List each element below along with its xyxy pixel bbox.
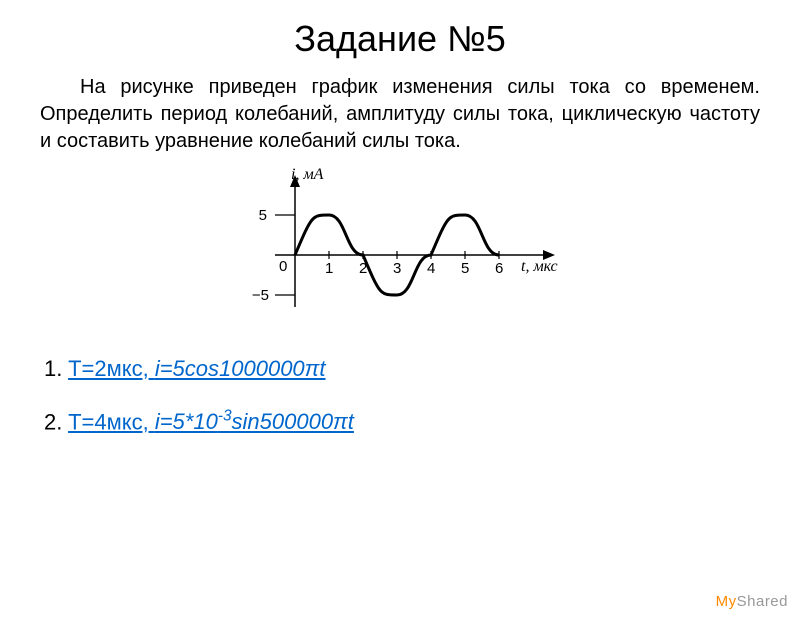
- svg-text:4: 4: [427, 260, 435, 277]
- watermark-shared: Shared: [737, 593, 788, 610]
- svg-text:1: 1: [325, 260, 333, 277]
- y-tick-label-5: 5: [259, 207, 267, 224]
- svg-text:6: 6: [495, 260, 503, 277]
- origin-label: 0: [279, 258, 287, 275]
- watermark: MyShared: [716, 593, 788, 610]
- answer-link-2[interactable]: T=4мкс, i=5*10-3sin500000πt: [68, 409, 354, 434]
- svg-text:3: 3: [393, 260, 401, 277]
- y-tick-label-neg5: −5: [252, 287, 269, 304]
- answer-number-1: 1.: [44, 356, 68, 381]
- answer-link-1[interactable]: T=2мкс, i=5cos1000000πt: [68, 356, 325, 381]
- answer-number-2: 2.: [44, 409, 68, 434]
- chart-container: i, мА t, мкс 5 −5 0 1 2 3 4 5 6: [0, 165, 800, 330]
- answer-option-2[interactable]: 2. T=4мкс, i=5*10-3sin500000πt: [44, 408, 800, 435]
- answer-option-1[interactable]: 1. T=2мкс, i=5cos1000000πt: [44, 356, 800, 382]
- svg-text:5: 5: [461, 260, 469, 277]
- x-axis-label: t, мкс: [521, 258, 558, 275]
- watermark-my: My: [716, 593, 737, 610]
- page-title: Задание №5: [0, 18, 800, 60]
- answer-options: 1. T=2мкс, i=5cos1000000πt 2. T=4мкс, i=…: [44, 356, 800, 435]
- current-oscillation-chart: i, мА t, мкс 5 −5 0 1 2 3 4 5 6: [235, 165, 565, 325]
- problem-statement: На рисунке приведен график изменения сил…: [40, 74, 760, 155]
